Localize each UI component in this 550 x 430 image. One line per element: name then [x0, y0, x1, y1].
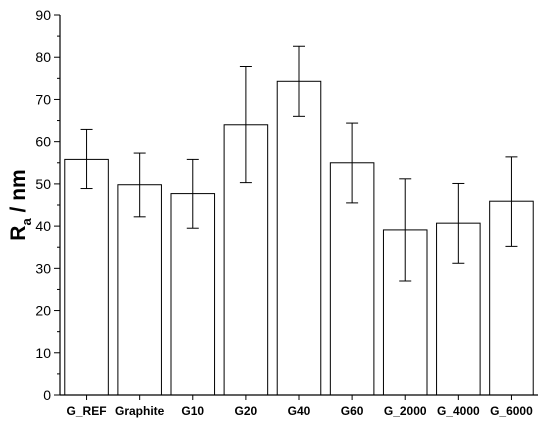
x-tick-label-g20: G20 — [235, 404, 258, 418]
x-labels-layer: G_REF Graphite G10 G20 G40 G60 G_2000 G_4000 G_6… — [67, 404, 534, 418]
x-tick-label-g40: G40 — [288, 404, 311, 418]
x-tick-label-g_ref: G_REF — [67, 404, 107, 418]
x-tick-label-g_2000: G_2000 — [384, 404, 427, 418]
y-tick-label-0: 0 — [43, 387, 51, 403]
y-axis-label-suffix: / nm — [7, 169, 30, 218]
bar-g_ref — [64, 158, 109, 396]
bars-layer — [64, 80, 534, 396]
y-tick-label-80: 80 — [35, 49, 51, 65]
error-bar-g_6000 — [505, 156, 518, 247]
error-bar-g_2000 — [399, 178, 412, 282]
y-tick-label-10: 10 — [35, 345, 51, 361]
x-tick-label-g_4000: G_4000 — [437, 404, 480, 418]
bar-g40 — [276, 80, 322, 396]
error-bar-g40 — [293, 45, 305, 117]
y-tick-label-90: 90 — [35, 7, 51, 23]
y-tick-label-30: 30 — [35, 260, 51, 276]
y-tick-label-40: 40 — [35, 218, 51, 234]
error-bar-g20 — [239, 66, 252, 184]
error-bar-g60 — [346, 122, 359, 204]
x-tick-label-g_6000: G_6000 — [490, 404, 533, 418]
y-axis-label-main: R — [7, 226, 30, 241]
y-tick-label-60: 60 — [35, 134, 51, 150]
bar-graphite — [117, 184, 162, 396]
error-bar-g10 — [186, 158, 199, 229]
y-ticks-layer: 0 10 20 30 40 50 60 70 80 90 — [35, 7, 60, 403]
error-bar-graphite — [133, 152, 146, 218]
x-tick-label-g10: G10 — [181, 404, 204, 418]
y-axis-label: Ra / nm — [7, 169, 34, 240]
x-tick-label-graphite: Graphite — [115, 404, 165, 418]
error-bar-g_4000 — [452, 182, 465, 264]
y-axis-label-subscript: a — [19, 218, 34, 226]
y-tick-label-50: 50 — [35, 176, 51, 192]
error-bar-g_ref — [80, 128, 93, 190]
y-tick-label-70: 70 — [35, 91, 51, 107]
x-tick-label-g60: G60 — [341, 404, 364, 418]
y-tick-label-20: 20 — [35, 303, 51, 319]
error-bars-layer — [80, 45, 518, 282]
